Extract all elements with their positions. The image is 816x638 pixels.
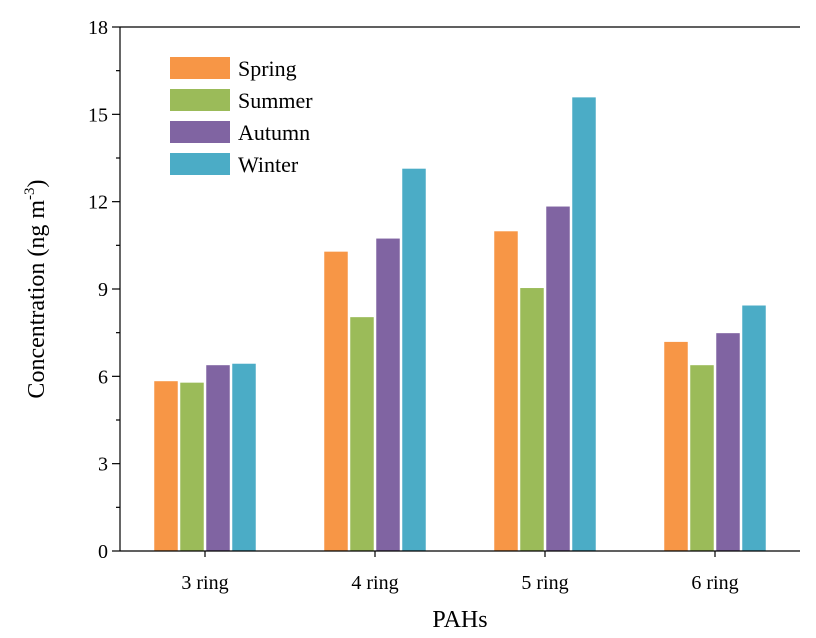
y-tick-label: 9	[98, 279, 108, 301]
y-axis-title-main: Concentration (ng m	[24, 200, 50, 399]
bar-winter-3-ring	[231, 362, 257, 552]
bar-autumn-5-ring	[545, 205, 571, 552]
bar-autumn-3-ring	[205, 364, 231, 552]
x-tick-label: 3 ring	[181, 572, 228, 594]
bars-group	[153, 96, 767, 552]
bar-summer-6-ring	[689, 364, 715, 552]
bar-spring-5-ring	[493, 230, 519, 552]
y-tick-label: 18	[88, 17, 108, 39]
legend-swatch-autumn	[170, 121, 230, 143]
bar-summer-3-ring	[179, 381, 205, 552]
legend: Spring Summer Autumn Winter	[170, 56, 313, 177]
bar-autumn-4-ring	[375, 237, 401, 552]
bar-winter-6-ring	[741, 304, 767, 552]
legend-swatch-spring	[170, 57, 230, 79]
x-axis-title: PAHs	[432, 607, 487, 633]
bar-autumn-6-ring	[715, 332, 741, 552]
legend-swatch-winter	[170, 153, 230, 175]
x-tick-label: 5 ring	[521, 572, 568, 594]
bar-spring-6-ring	[663, 340, 689, 552]
y-tick-label: 3	[98, 454, 108, 476]
legend-label-autumn: Autumn	[238, 120, 310, 145]
y-tick-label: 15	[88, 104, 108, 126]
bar-winter-4-ring	[401, 167, 427, 552]
bar-summer-5-ring	[519, 287, 545, 552]
legend-label-spring: Spring	[238, 56, 297, 81]
labels-group: 0 3 6 9 12 15 18 3 ring 4 ring 5 ring 6 ring PAHs Co…	[22, 17, 739, 633]
bar-spring-4-ring	[323, 250, 349, 552]
x-tick-label: 4 ring	[351, 572, 398, 594]
y-axis-title: Concentration (ng m-3)	[22, 179, 50, 398]
bar-winter-5-ring	[571, 96, 597, 552]
legend-swatch-summer	[170, 89, 230, 111]
x-tick-label: 6 ring	[691, 572, 738, 594]
legend-label-summer: Summer	[238, 88, 313, 113]
axes-group	[112, 26, 800, 557]
bar-spring-3-ring	[153, 380, 179, 552]
bar-summer-4-ring	[349, 316, 375, 552]
y-axis-title-close: )	[24, 179, 50, 187]
y-tick-label: 12	[88, 192, 108, 214]
legend-label-winter: Winter	[238, 152, 299, 177]
y-tick-label: 0	[98, 541, 108, 563]
y-axis-title-superscript: -3	[22, 187, 38, 200]
y-tick-label: 6	[98, 366, 108, 388]
